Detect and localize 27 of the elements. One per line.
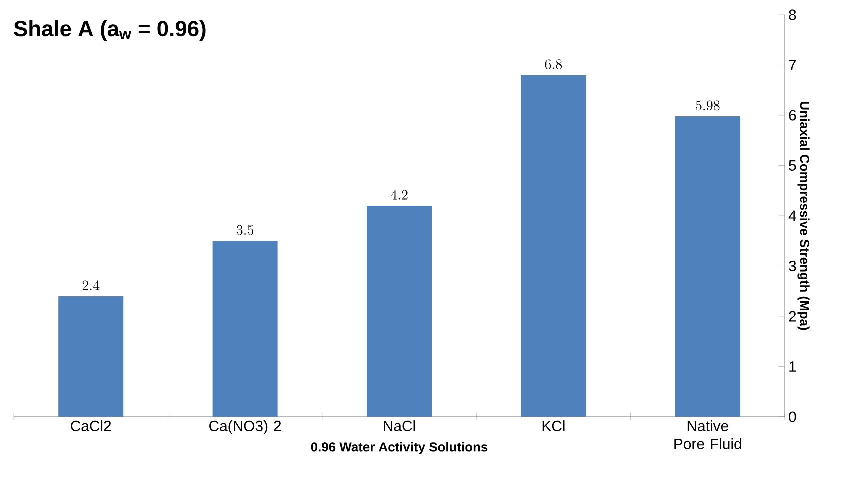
bar xyxy=(367,206,432,417)
x-tick-label: CaCl2 xyxy=(71,420,112,432)
y-tick-label: 2 xyxy=(789,311,796,322)
data-label: 3.5 xyxy=(236,225,254,236)
y-tick-label: 0 xyxy=(789,412,796,422)
bar xyxy=(521,75,586,417)
x-tick-label: Ca(NO3) 2 xyxy=(210,420,282,434)
data-label: 5.98 xyxy=(696,100,720,111)
y-tick-label: 3 xyxy=(789,260,796,272)
x-tick-label: KCl xyxy=(542,420,565,432)
x-tick-label: NaCl xyxy=(384,420,416,432)
y-tick-label: 4 xyxy=(788,210,796,222)
y-tick-label: 7 xyxy=(789,60,796,70)
bar xyxy=(58,296,124,417)
y-tick-label: 6 xyxy=(789,110,796,121)
y-tick-label: 1 xyxy=(790,362,796,372)
y-tick-label: 8 xyxy=(789,10,796,20)
y-axis-title: Uniaxial Compressive Strength (Mpa) xyxy=(798,102,810,330)
bar xyxy=(675,116,740,417)
data-label: 4.2 xyxy=(390,190,408,200)
data-label: 6.8 xyxy=(545,60,562,70)
data-label: 2.4 xyxy=(82,280,100,290)
y-tick-label: 5 xyxy=(789,160,796,171)
x-tick-label: Native Pore Fluid xyxy=(674,420,742,450)
chart-title: Shale A (a$_{w}$ = 0.96) xyxy=(14,20,206,41)
bar xyxy=(212,241,278,417)
x-axis-title: 0.96 Water Activity Solutions xyxy=(311,442,488,454)
